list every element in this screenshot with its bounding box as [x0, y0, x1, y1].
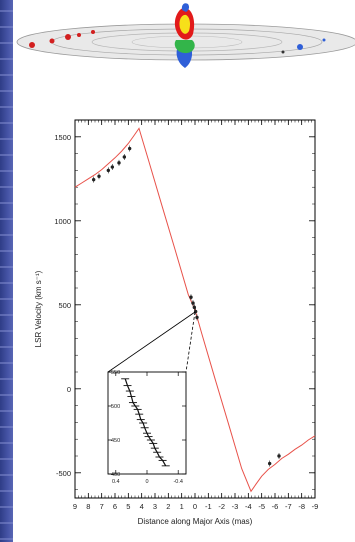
inset-zoom-chart: 0.4 0 -0.4 400 450 500 550 [107, 370, 187, 485]
disk-maser-spot [49, 38, 55, 44]
jet-green-lobe [174, 40, 195, 54]
x-tick-label: -8 [298, 502, 305, 511]
side-band-stripe [0, 314, 13, 316]
side-band-stripe [0, 154, 13, 156]
side-band-stripe [0, 170, 13, 172]
y-tick-label: 1000 [54, 217, 71, 226]
disk-maser-spot [281, 50, 285, 54]
side-band-stripe [0, 234, 13, 236]
x-tick-label: -1 [205, 502, 212, 511]
y-axis-label: LSR Velocity (km s⁻¹) [34, 270, 43, 347]
inset-y-tick-label: 400 [111, 472, 120, 478]
side-band-stripe [0, 442, 13, 444]
side-band-stripe [0, 218, 13, 220]
x-tick-label: 8 [86, 502, 90, 511]
y-tick-label: 0 [67, 385, 71, 394]
inset-x-tick-label: -0.4 [173, 479, 182, 485]
inset-y-tick-labels: 400 450 500 550 [111, 370, 120, 478]
inset-x-tick-labels: 0.4 0 -0.4 [112, 479, 183, 485]
x-tick-label: 0 [193, 502, 197, 511]
inset-y-tick-label: 450 [111, 438, 120, 444]
x-tick-label: -3 [232, 502, 239, 511]
side-band-stripe [0, 138, 13, 140]
inset-x-tick-label: 0 [145, 479, 148, 485]
side-band [0, 0, 13, 542]
zoom-connector-line [107, 311, 196, 373]
side-band-stripe [0, 298, 13, 300]
side-band-stripe [0, 330, 13, 332]
y-tick-label: -500 [56, 469, 71, 478]
x-tick-label: -4 [245, 502, 252, 511]
x-tick-label: 4 [140, 502, 144, 511]
warped-maser-disk-icon [16, 3, 355, 68]
side-band-stripe [0, 42, 13, 44]
disk-maser-spot [91, 30, 95, 34]
x-tick-label: 7 [100, 502, 104, 511]
disk-maser-spot [322, 38, 326, 42]
side-band-stripe [0, 58, 13, 60]
inset-axis-ticks [108, 371, 186, 475]
side-band-stripe [0, 26, 13, 28]
disk-maser-spot [29, 42, 35, 48]
disk-maser-spot [297, 44, 303, 50]
side-band-stripe [0, 458, 13, 460]
side-band-stripe [0, 410, 13, 412]
x-tick-label: -2 [218, 502, 225, 511]
disk-maser-spots [29, 30, 326, 54]
x-tick-label: 6 [113, 502, 117, 511]
zoom-connector-line [185, 311, 196, 373]
inset-y-tick-label: 500 [111, 404, 120, 410]
side-band-stripe [0, 282, 13, 284]
model-rotation-curve [74, 127, 316, 493]
side-band-stripe [0, 106, 13, 108]
side-band-stripe [0, 250, 13, 252]
side-band-stripe [0, 10, 13, 12]
x-tick-label: 5 [126, 502, 130, 511]
inset-points [121, 378, 170, 467]
x-axis-label: Distance along Major Axis (mas) [138, 517, 253, 526]
disk-maser-spot [65, 34, 71, 40]
side-band-stripe [0, 186, 13, 188]
side-band-stripe [0, 122, 13, 124]
inset-data-trace [124, 378, 167, 467]
side-band-stripe [0, 522, 13, 524]
side-band-stripe [0, 266, 13, 268]
x-tick-labels: 9 8 7 6 5 4 3 2 1 0 -1 -2 -3 -4 -5 -6 -7 -8 -9 [73, 502, 318, 511]
rotation-curve-chart: 9 8 7 6 5 4 3 2 1 0 -1 -2 -3 -4 -5 -6 -7 -8 -9 -5000500100… [34, 119, 318, 526]
axis-ticks [74, 120, 316, 498]
x-tick-label: 3 [153, 502, 157, 511]
side-band-stripe [0, 378, 13, 380]
x-tick-label: -6 [272, 502, 279, 511]
disk-maser-spot [77, 33, 81, 37]
jet-yellow-core [179, 14, 190, 34]
y-tick-label: 1500 [54, 133, 71, 142]
zoom-connector-lines [107, 311, 196, 373]
side-band-stripe [0, 346, 13, 348]
side-band-stripe [0, 394, 13, 396]
inset-y-tick-label: 550 [111, 370, 120, 376]
y-tick-labels: -500 0 500 1000 1500 [54, 133, 71, 478]
side-band-stripe [0, 90, 13, 92]
side-band-stripe [0, 490, 13, 492]
side-band-stripe [0, 426, 13, 428]
y-tick-label: 500 [58, 301, 71, 310]
side-band-stripe [0, 538, 13, 540]
side-band-stripe [0, 474, 13, 476]
x-tick-label: -7 [285, 502, 292, 511]
observed-points [91, 145, 281, 467]
x-tick-label: -9 [312, 502, 319, 511]
side-band-stripe [0, 506, 13, 508]
jet-blue-tip [181, 3, 190, 12]
x-tick-label: 1 [180, 502, 184, 511]
side-band-stripe [0, 74, 13, 76]
inset-x-tick-label: 0.4 [112, 479, 120, 485]
x-tick-label: 9 [73, 502, 77, 511]
side-band-stripe [0, 202, 13, 204]
side-band-stripe [0, 362, 13, 364]
x-tick-label: -5 [258, 502, 265, 511]
x-tick-label: 2 [166, 502, 170, 511]
central-jet-blob [174, 3, 195, 68]
